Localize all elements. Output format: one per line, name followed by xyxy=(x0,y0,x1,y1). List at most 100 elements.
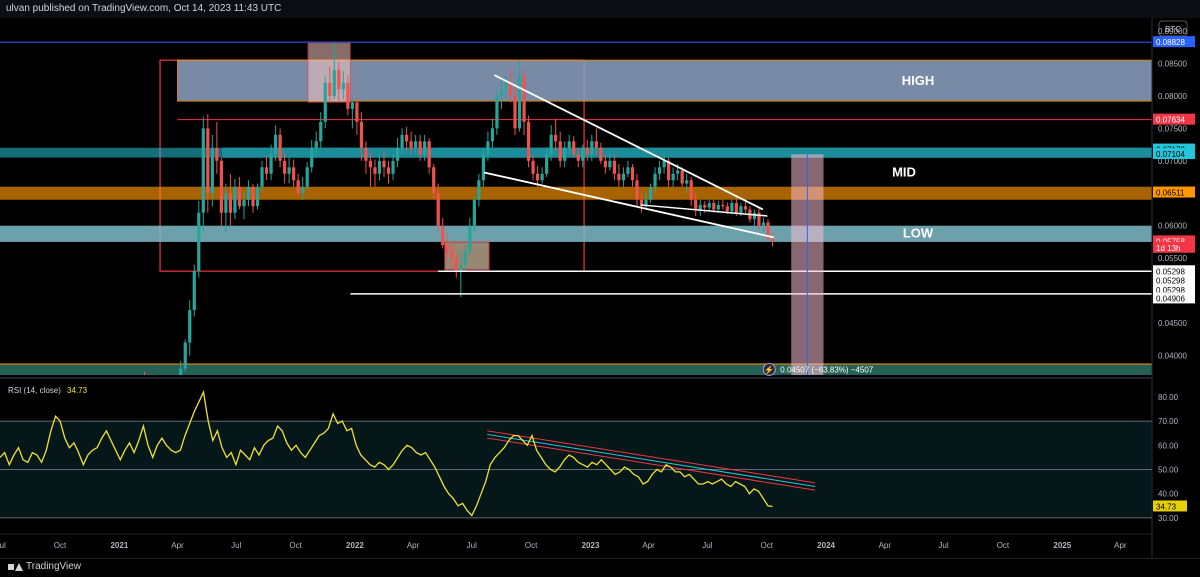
candle-body xyxy=(215,147,219,161)
candle-body xyxy=(364,147,368,161)
candle-body xyxy=(305,167,309,187)
price-axis[interactable]: BTC0.090000.085000.080000.075000.070000.… xyxy=(1151,18,1200,558)
candle-body xyxy=(653,173,657,187)
candle-body xyxy=(287,167,291,174)
zone-label-low: LOW xyxy=(903,225,934,240)
candle-body xyxy=(341,82,345,90)
candle-body xyxy=(301,186,305,194)
low-zone xyxy=(0,225,1152,242)
symbol-button[interactable] xyxy=(1158,20,1188,37)
candle-body xyxy=(757,212,761,226)
candle-body xyxy=(667,160,671,181)
rsi-pane[interactable]: 80.00 70.00 60.00 50.00 40.00 30.00 34.73 RSI (… xyxy=(0,377,1187,523)
price-tag-bg xyxy=(1153,292,1195,304)
candle-body xyxy=(251,186,255,207)
candle-body xyxy=(572,141,576,155)
candle-body xyxy=(563,147,567,161)
rsi-tick-label: 40.00 xyxy=(1158,490,1179,499)
time-tick-label: Jul xyxy=(0,541,6,550)
candle-body xyxy=(445,245,449,252)
candle-body xyxy=(264,167,269,174)
target-band xyxy=(0,363,1152,375)
candle-body xyxy=(499,89,504,96)
publisher-text: ulvan published on TradingView.com, Oct … xyxy=(6,3,282,14)
candle-body xyxy=(192,271,196,311)
candle-body xyxy=(477,180,481,200)
time-axis[interactable]: Jul Oct 2021 Apr Jul Oct 2022 Apr Jul Oct 2023 Apr J… xyxy=(0,533,1152,550)
candle-body xyxy=(395,147,400,161)
candle-body xyxy=(436,193,440,226)
candle-body xyxy=(468,225,472,252)
candle-body xyxy=(188,310,192,343)
time-tick-label: Apr xyxy=(171,541,184,550)
candle-body xyxy=(486,141,490,155)
price-tick-label: 0.04000 xyxy=(1158,352,1187,361)
candle-body xyxy=(752,212,757,220)
candle-body xyxy=(296,180,300,194)
candle-body xyxy=(621,173,626,181)
time-tick-label: Oct xyxy=(54,541,67,550)
time-tick-label: 2022 xyxy=(346,541,364,550)
price-tag-bg xyxy=(1153,36,1195,48)
candle-body xyxy=(644,199,648,207)
candle-body xyxy=(716,204,720,210)
candle-body xyxy=(662,160,666,168)
time-tick-label: Apr xyxy=(407,541,420,550)
time-tick-label: Apr xyxy=(1114,541,1127,550)
candle-body xyxy=(355,102,359,122)
rsi-tick-label: 60.00 xyxy=(1158,441,1179,450)
time-tick-label: Oct xyxy=(289,541,302,550)
candle-body xyxy=(540,173,544,181)
annotation-icon-glyph: ⚡ xyxy=(764,364,774,374)
candle-body xyxy=(373,167,377,174)
rsi-tick-label: 30.00 xyxy=(1158,514,1179,523)
candle-body xyxy=(531,160,535,174)
chart-area[interactable]: ⚡ 0.04507 (−63.83%) −4507 HIGH MID LOW BTC 0.… xyxy=(0,18,1200,558)
candle-body xyxy=(685,180,689,184)
tradingview-brand[interactable]: TradingView xyxy=(8,561,81,572)
price-tick-label: 0.05500 xyxy=(1158,254,1187,263)
candle-body xyxy=(332,69,336,96)
candle-body xyxy=(599,147,603,161)
candle-body xyxy=(612,160,616,174)
candle-body xyxy=(694,199,698,210)
candle-body xyxy=(576,154,580,161)
candle-body xyxy=(734,202,738,213)
rsi-tick-label: 50.00 xyxy=(1158,466,1179,475)
time-tick-label: 2024 xyxy=(817,541,835,550)
price-tag: 0.04906 xyxy=(1156,294,1185,303)
candle-body xyxy=(545,154,549,174)
rsi-channel-lower xyxy=(487,437,816,491)
symbol-button-label: BTC xyxy=(1165,25,1181,34)
time-tick-label: Oct xyxy=(760,541,773,550)
rsi-tick-label: 80.00 xyxy=(1158,393,1179,402)
candle-body xyxy=(581,147,585,161)
candle-body xyxy=(418,141,422,155)
candle-body xyxy=(608,160,612,168)
candle-body xyxy=(255,186,260,207)
rsi-title: RSI (14, close) xyxy=(8,386,61,395)
candle-body xyxy=(707,202,711,208)
price-tag-bg xyxy=(1153,113,1195,125)
candle-body xyxy=(508,82,513,96)
candle-body xyxy=(770,238,775,242)
candle-body xyxy=(409,141,413,148)
price-tag: 0.07634 xyxy=(1156,116,1185,125)
price-tag-bg xyxy=(1153,148,1195,160)
zone-label-high: HIGH xyxy=(902,73,935,88)
inner-trendline xyxy=(640,204,768,217)
time-tick-label: Apr xyxy=(879,541,892,550)
time-tick-label: Jul xyxy=(938,541,948,550)
candle-body xyxy=(273,134,278,155)
candle-body xyxy=(513,95,517,129)
price-tag: 1d 13h xyxy=(1156,244,1180,253)
candle-body xyxy=(472,199,476,226)
time-tick-label: Jul xyxy=(467,541,477,550)
rsi-value-tag: 34.73 xyxy=(1156,502,1177,511)
candle-body xyxy=(459,264,463,272)
price-tick-label: 0.07000 xyxy=(1158,157,1187,166)
time-tick-label: 2023 xyxy=(582,541,600,550)
measure-annotation: 0.04507 (−63.83%) −4507 xyxy=(780,365,874,374)
candle-body xyxy=(314,141,318,148)
